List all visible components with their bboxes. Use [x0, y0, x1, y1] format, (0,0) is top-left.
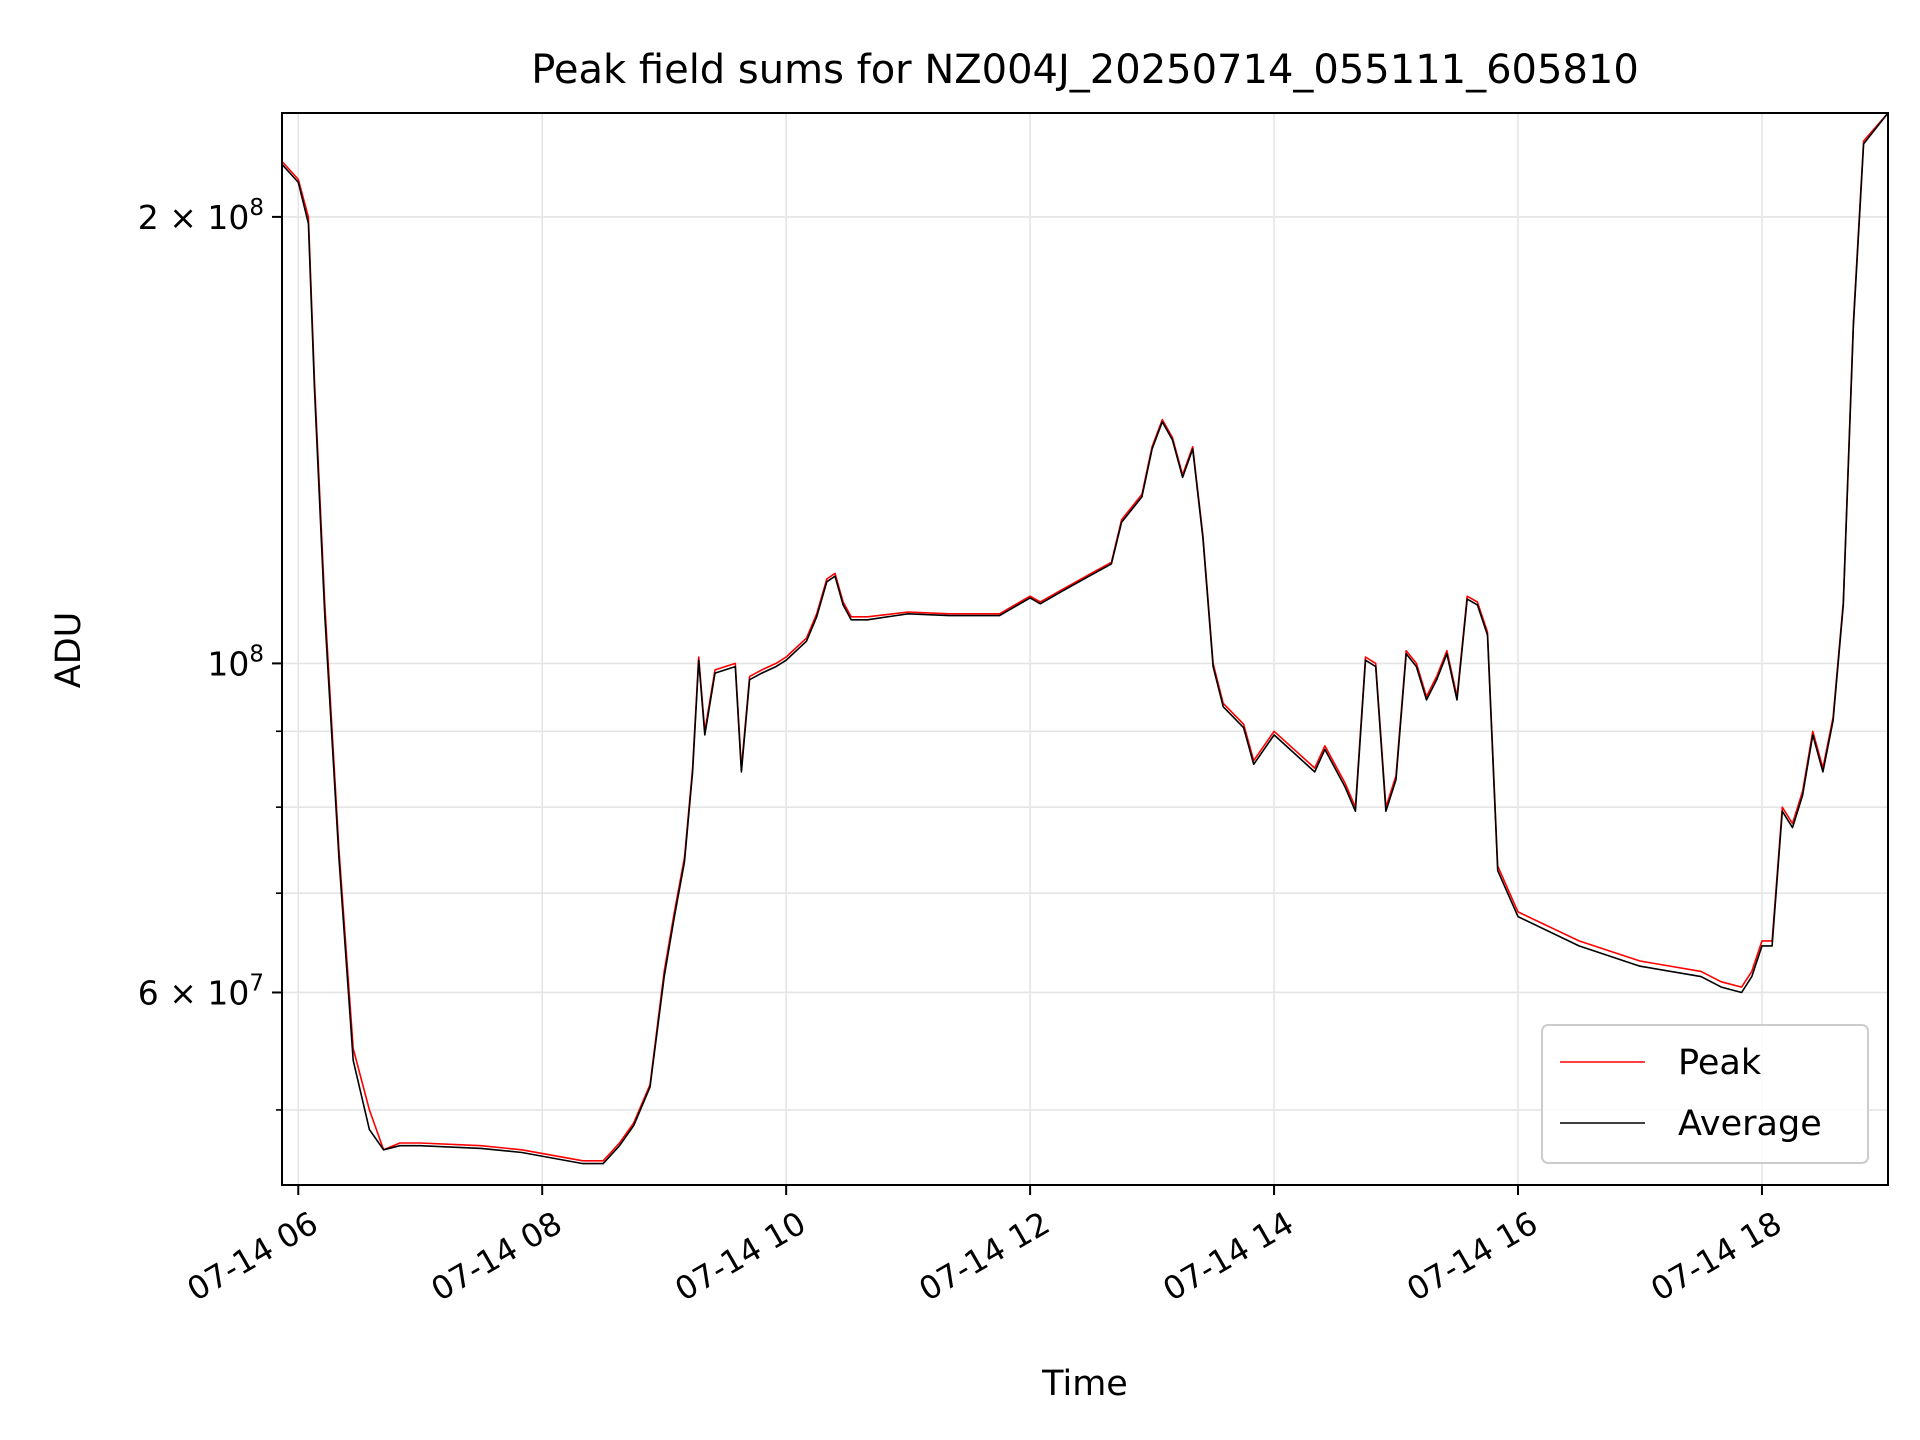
plot-frame	[281, 112, 1889, 1186]
y-axis-label: ADU	[49, 612, 89, 689]
x-axis-ticks: 07-14 06 07-14 08 07-14 10 07-14 12 07-14 14…	[181, 1185, 1788, 1309]
y-tick-label-2: 2 × 108	[138, 195, 264, 237]
series-layer	[281, 112, 1889, 1165]
legend-label-peak: Peak	[1678, 1043, 1762, 1083]
x-tick-label-3: 07-14 12	[913, 1204, 1057, 1309]
series-line-average	[281, 112, 1889, 1165]
legend: Peak Average	[1541, 1024, 1869, 1164]
grid-lines	[282, 113, 1888, 1185]
x-tick-label-1: 07-14 08	[425, 1204, 569, 1309]
y-tick-label-0: 6 × 107	[138, 970, 264, 1012]
x-tick-label-4: 07-14 14	[1156, 1204, 1300, 1309]
x-tick-label-6: 07-14 18	[1644, 1204, 1788, 1309]
series-line-peak	[281, 112, 1889, 1162]
x-tick-label-2: 07-14 10	[669, 1204, 813, 1309]
x-tick-label-5: 07-14 16	[1400, 1204, 1544, 1309]
legend-box	[1541, 1024, 1869, 1164]
chart-title: Peak field sums for NZ004J_20250714_0551…	[531, 47, 1639, 93]
x-tick-label-0: 07-14 06	[181, 1204, 325, 1309]
y-axis-ticks: 6 × 107 108 2 × 108	[138, 195, 282, 1111]
y-tick-label-1: 108	[207, 641, 264, 683]
x-axis-label: Time	[1041, 1364, 1128, 1404]
legend-label-average: Average	[1678, 1104, 1822, 1144]
